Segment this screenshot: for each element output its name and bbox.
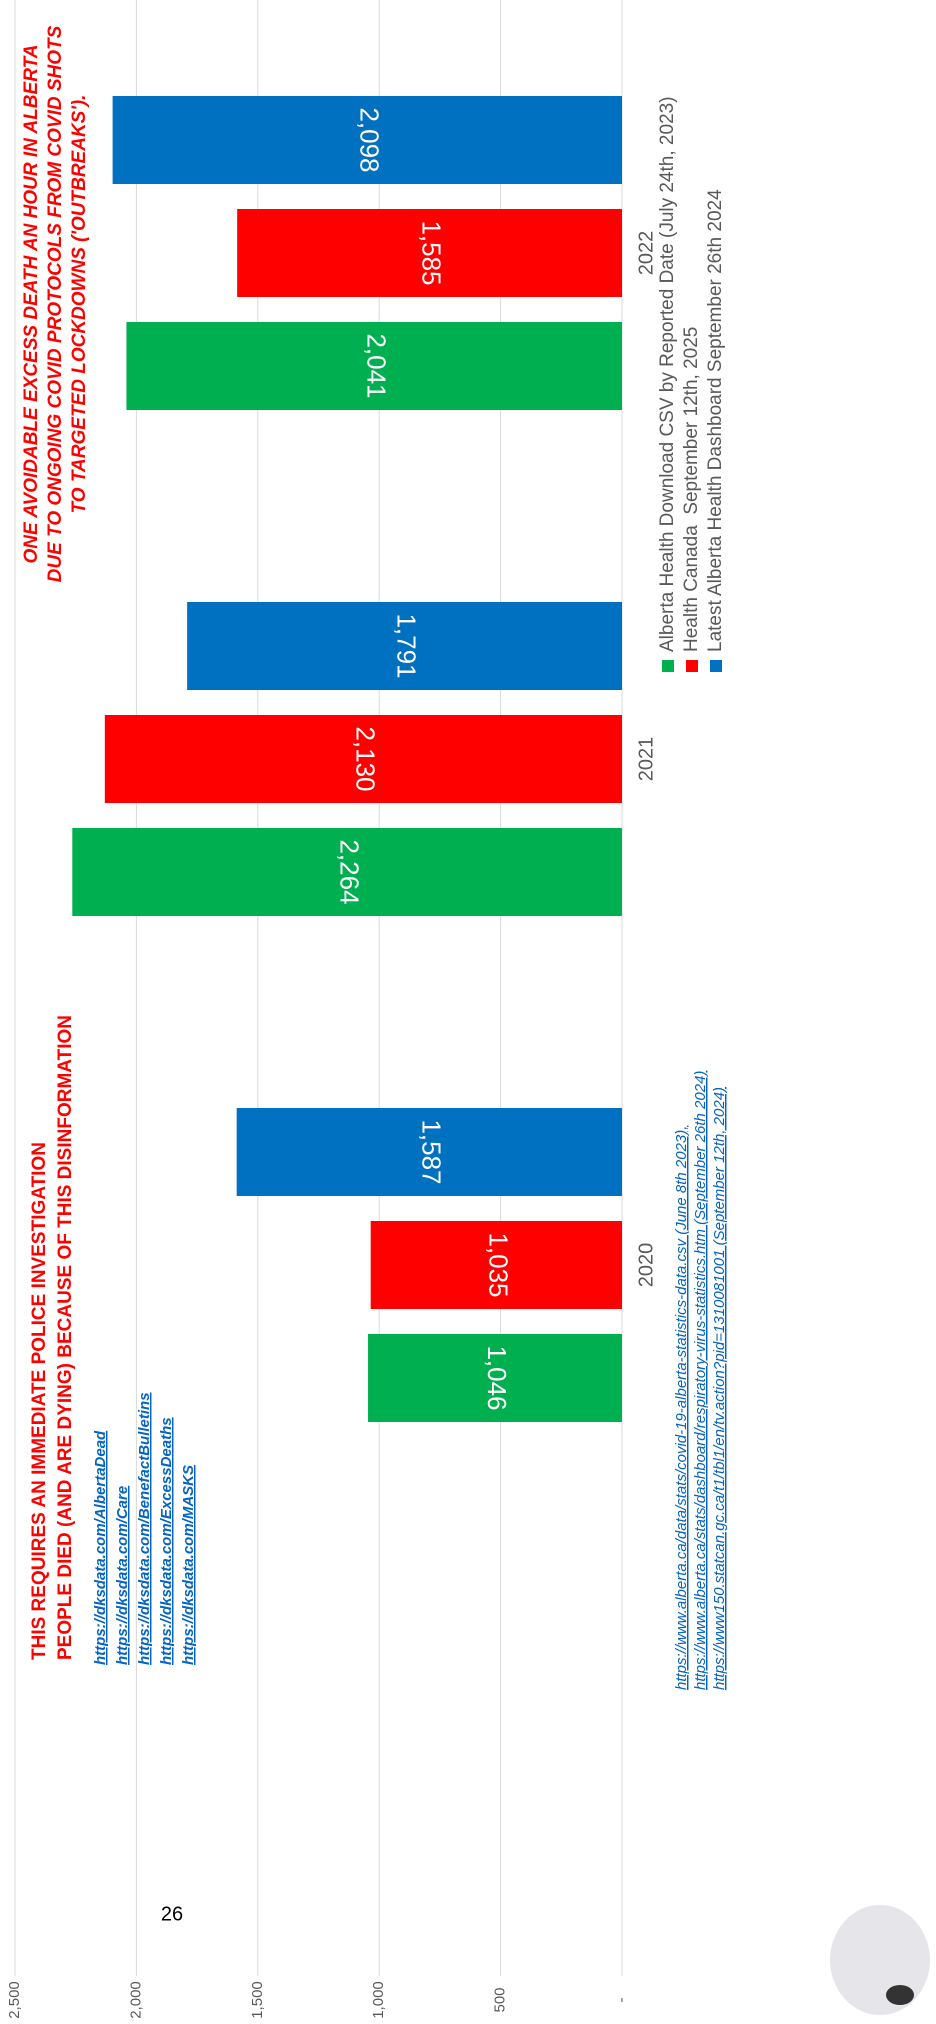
title: THIS REQUIRES AN IMMEDIATE POLICE INVEST… bbox=[29, 1142, 50, 1660]
legend-swatch bbox=[662, 660, 674, 672]
data-label: 2,130 bbox=[351, 726, 381, 791]
x-tick-label: 2021 bbox=[635, 737, 657, 782]
wolf-logo bbox=[830, 1905, 930, 2015]
bar bbox=[187, 602, 622, 690]
data-label: 2,098 bbox=[354, 107, 384, 172]
bar bbox=[104, 715, 622, 803]
annotation: DUE TO ONGOING COVID PROTOCOLS FROM COVI… bbox=[45, 25, 66, 582]
data-label: 1,035 bbox=[483, 1232, 513, 1297]
bar bbox=[112, 96, 623, 184]
link[interactable]: https://dksdata.com/AlbertaDead bbox=[92, 1430, 109, 1665]
annotation: ONE AVOIDABLE EXCESS DEATH AN HOUR IN AL… bbox=[21, 44, 42, 563]
data-label: 1,791 bbox=[392, 613, 422, 678]
data-label: 2,041 bbox=[361, 333, 391, 398]
link[interactable]: https://dksdata.com/BenefactBulletins bbox=[136, 1392, 153, 1665]
annotation: TO TARGETED LOCKDOWNS ('OUTBREAKS'). bbox=[69, 95, 90, 514]
source-link[interactable]: https://www.alberta.ca/data/stats/covid-… bbox=[673, 1126, 690, 1690]
source-link[interactable]: https://www.alberta.ca/stats/dashboard/r… bbox=[692, 1071, 709, 1690]
link[interactable]: https://dksdata.com/Care bbox=[114, 1486, 131, 1665]
y-tick-label: 500 bbox=[492, 1987, 509, 2012]
x-tick-label: 2020 bbox=[635, 1243, 657, 1288]
legend-label: Alberta Health Download CSV by Reported … bbox=[657, 96, 678, 652]
y-tick-label: 1,500 bbox=[249, 1981, 266, 2019]
link[interactable]: https://dksdata.com/ExcessDeaths bbox=[158, 1417, 175, 1665]
data-label: 1,587 bbox=[416, 1119, 446, 1184]
bar bbox=[237, 209, 623, 297]
legend-label: Latest Alberta Health Dashboard Septembe… bbox=[705, 189, 726, 652]
bar bbox=[368, 1334, 622, 1422]
data-label: 1,585 bbox=[417, 220, 447, 285]
bar bbox=[72, 828, 623, 916]
link[interactable]: https://dksdata.com/MASKS bbox=[180, 1465, 197, 1665]
title: PEOPLE DIED (AND ARE DYING) BECAUSE OF T… bbox=[55, 1015, 76, 1660]
source-link[interactable]: https://www150.statcan.gc.ca/t1/tbl1/en/… bbox=[711, 1087, 728, 1690]
legend-swatch bbox=[686, 660, 698, 672]
y-tick-label: 2,000 bbox=[127, 1981, 144, 2019]
legend-label: Health Canada September 12th, 2025 bbox=[681, 327, 702, 652]
bar bbox=[370, 1221, 622, 1309]
y-tick-label: - bbox=[613, 1998, 630, 2003]
chart-frame: - 500 1,000 1,500 2,000 2,500 2020 1,046 1,035 1,… bbox=[6, 0, 728, 2019]
y-tick-label: 2,500 bbox=[6, 1981, 23, 2019]
legend-swatch bbox=[710, 660, 722, 672]
bar bbox=[236, 1108, 623, 1196]
data-label: 1,046 bbox=[482, 1345, 512, 1410]
data-label: 2,264 bbox=[334, 839, 364, 904]
page-number: 26 bbox=[161, 1903, 183, 1925]
bar bbox=[126, 322, 623, 410]
y-tick-label: 1,000 bbox=[370, 1981, 387, 2019]
x-tick-label: 2022 bbox=[635, 231, 657, 276]
